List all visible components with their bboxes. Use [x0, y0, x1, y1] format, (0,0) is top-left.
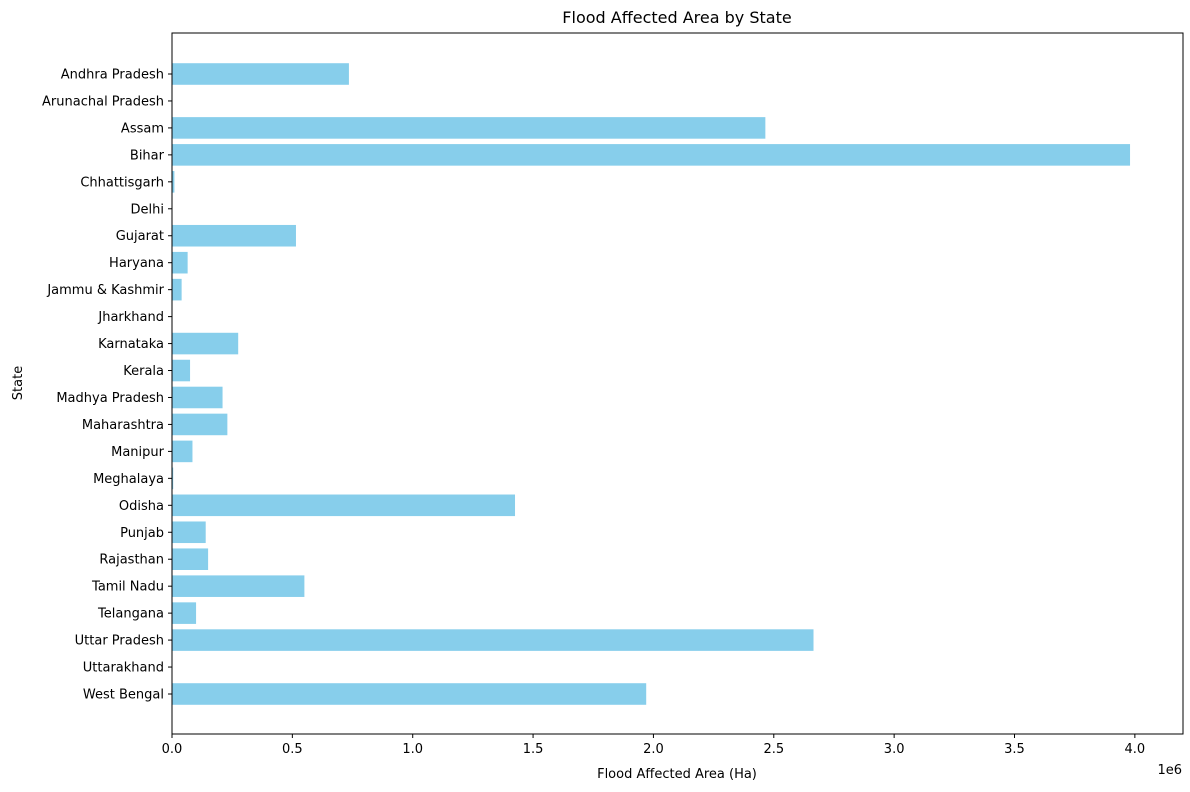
y-tick-label: Chhattisgarh [80, 175, 164, 190]
y-tick-label: Rajasthan [99, 553, 164, 568]
y-tick-label: Uttar Pradesh [75, 634, 164, 649]
bar-karnataka [172, 332, 239, 355]
x-tick-label: 2.0 [643, 742, 664, 757]
x-tick-label: 1.5 [523, 742, 544, 757]
bar-odisha [172, 494, 516, 517]
y-tick-label: Uttarakhand [83, 661, 164, 676]
y-tick-label: Bihar [130, 148, 165, 163]
y-tick-label: Madhya Pradesh [56, 391, 164, 406]
bar-tamil-nadu [172, 575, 305, 597]
x-axis-offset-label: 1e6 [1157, 763, 1182, 778]
chart-title: Flood Affected Area by State [562, 8, 791, 27]
bar-andhra-pradesh [172, 63, 349, 85]
y-ticks: Andhra Pradesh Arunachal Pradesh Assam Biha… [42, 68, 172, 703]
y-tick-label: Meghalaya [93, 472, 164, 487]
bar-manipur [172, 440, 193, 463]
y-tick-label: Karnataka [98, 337, 164, 352]
y-tick-label: Assam [121, 121, 164, 136]
bar-telangana [172, 602, 197, 624]
bar-uttar-pradesh [172, 629, 814, 651]
y-tick-label: Maharashtra [82, 418, 164, 433]
y-tick-label: Andhra Pradesh [61, 68, 164, 83]
bar-maharashtra [172, 413, 228, 436]
bar-gujarat [172, 224, 296, 247]
x-tick-label: 4.0 [1125, 742, 1146, 757]
bar-chhattisgarh [172, 171, 175, 193]
x-tick-label: 3.0 [884, 742, 905, 757]
bar-west-bengal [172, 683, 647, 705]
y-tick-label: Jharkhand [97, 310, 164, 325]
bar-punjab [172, 521, 206, 544]
y-tick-label: Haryana [109, 256, 164, 271]
y-tick-label: Delhi [131, 202, 164, 217]
bar-rajasthan [172, 548, 209, 570]
bar-madhya-pradesh [172, 386, 223, 409]
y-tick-label: Jammu & Kashmir [46, 283, 164, 298]
x-tick-label: 2.5 [763, 742, 784, 757]
x-ticks: 0.0 0.5 1.0 1.5 2.0 2.5 3.0 3.5 4.0 [162, 734, 1146, 757]
bar-meghalaya [172, 467, 174, 490]
y-tick-label: Gujarat [116, 229, 164, 244]
bar-assam [172, 117, 766, 139]
y-tick-label: Arunachal Pradesh [42, 94, 164, 109]
bar-jammu-kashmir [172, 278, 182, 301]
y-tick-label: Tamil Nadu [91, 580, 164, 595]
y-tick-label: West Bengal [83, 688, 164, 703]
bar-bihar [172, 144, 1131, 166]
x-tick-label: 1.0 [402, 742, 423, 757]
x-tick-label: 0.5 [282, 742, 303, 757]
y-tick-label: Kerala [123, 364, 164, 379]
bars-layer [172, 63, 1131, 705]
x-tick-label: 0.0 [162, 742, 183, 757]
bar-haryana [172, 251, 188, 274]
x-axis-label: Flood Affected Area (Ha) [597, 767, 757, 782]
bar-kerala [172, 359, 191, 382]
y-tick-label: Punjab [120, 526, 164, 541]
y-tick-label: Odisha [119, 499, 164, 514]
y-tick-label: Manipur [111, 445, 165, 460]
y-axis-label: State [11, 366, 26, 400]
y-tick-label: Telangana [97, 607, 164, 622]
plot-frame [171, 32, 1184, 735]
x-tick-label: 3.5 [1004, 742, 1025, 757]
